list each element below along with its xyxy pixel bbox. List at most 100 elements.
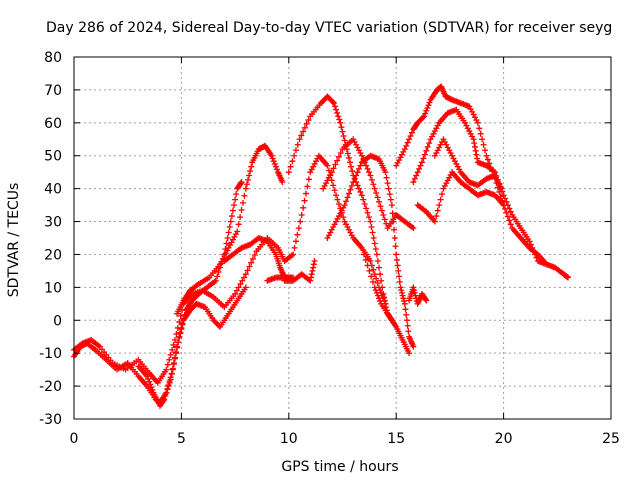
data-point: [311, 258, 318, 265]
data-point: [371, 240, 378, 247]
data-point: [410, 225, 417, 232]
data-point: [374, 292, 381, 299]
data-point: [390, 218, 397, 225]
data-point: [229, 207, 236, 214]
x-axis-ticks: 0 5 10 15 20 25: [70, 57, 620, 447]
data-point: [144, 373, 151, 380]
data-point: [308, 271, 315, 278]
data-point: [324, 162, 331, 169]
data-point: [420, 155, 427, 162]
data-point: [357, 162, 364, 169]
data-point: [368, 224, 375, 231]
data-point: [437, 196, 444, 203]
data-point: [243, 181, 250, 188]
data-point: [436, 202, 443, 209]
data-point: [300, 128, 307, 135]
data-point: [226, 224, 233, 231]
data-point: [384, 180, 391, 187]
data-point: [361, 200, 368, 207]
data-point: [506, 205, 513, 212]
data-point: [396, 278, 403, 285]
data-point: [507, 221, 514, 228]
data-point: [425, 102, 432, 109]
data-point: [389, 210, 396, 217]
data-point: [341, 137, 348, 144]
data-point: [241, 192, 248, 199]
data-point: [292, 238, 299, 245]
data-point: [305, 176, 312, 183]
data-point: [164, 386, 171, 393]
data-point: [370, 266, 377, 273]
data-point: [366, 267, 373, 274]
data-point: [345, 190, 352, 197]
data-point: [414, 169, 421, 176]
data-point: [231, 202, 238, 209]
data-point: [372, 245, 379, 252]
data-point: [396, 273, 403, 280]
data-point: [336, 116, 343, 123]
data-point: [423, 107, 430, 114]
data-point: [374, 279, 381, 286]
data-point: [408, 129, 415, 136]
data-point: [331, 187, 338, 194]
data-point: [301, 197, 308, 204]
data-point: [376, 264, 383, 271]
series-track-b: [71, 152, 389, 386]
y-tick-label: 10: [44, 280, 62, 296]
data-point: [334, 109, 341, 116]
data-point: [235, 221, 242, 228]
data-point: [307, 274, 314, 281]
data-point: [372, 287, 379, 294]
data-point: [345, 154, 352, 161]
data-point: [473, 151, 480, 158]
data-point: [406, 350, 413, 357]
data-point: [355, 165, 362, 172]
data-point: [294, 141, 301, 148]
data-point: [170, 341, 177, 348]
data-point: [309, 267, 316, 274]
data-point: [395, 267, 402, 274]
data-point: [529, 244, 536, 251]
data-point: [246, 172, 253, 179]
data-point: [388, 202, 395, 209]
data-point: [393, 256, 400, 263]
data-point: [422, 110, 429, 117]
data-point: [397, 284, 404, 291]
data-point: [423, 147, 430, 154]
data-point: [362, 256, 369, 263]
data-point: [426, 140, 433, 147]
y-tick-label: 80: [44, 50, 62, 66]
data-point: [373, 275, 380, 282]
data-point: [476, 125, 483, 132]
data-point: [370, 181, 377, 188]
data-point: [471, 140, 478, 147]
data-point: [376, 295, 383, 302]
data-point: [381, 294, 388, 301]
data-point: [160, 397, 167, 404]
data-point: [329, 98, 336, 105]
data-point: [337, 149, 344, 156]
data-point: [499, 188, 506, 195]
data-point: [167, 376, 174, 383]
data-point: [296, 136, 303, 143]
data-point: [380, 290, 387, 297]
data-point: [364, 209, 371, 216]
data-point: [369, 229, 376, 236]
data-point: [383, 174, 390, 181]
data-point: [421, 151, 428, 158]
grid: [74, 57, 611, 419]
data-point: [360, 251, 367, 258]
data-point: [400, 295, 407, 302]
data-point: [163, 366, 170, 373]
data-point: [404, 139, 411, 146]
data-point: [304, 183, 311, 190]
data-point: [164, 361, 171, 368]
data-point: [371, 185, 378, 192]
data-point: [287, 163, 294, 170]
data-point: [340, 132, 347, 139]
series-track-n: [431, 136, 505, 192]
data-point: [367, 218, 374, 225]
data-point: [232, 290, 239, 297]
x-tick-label: 20: [495, 431, 513, 447]
data-point: [477, 130, 484, 137]
